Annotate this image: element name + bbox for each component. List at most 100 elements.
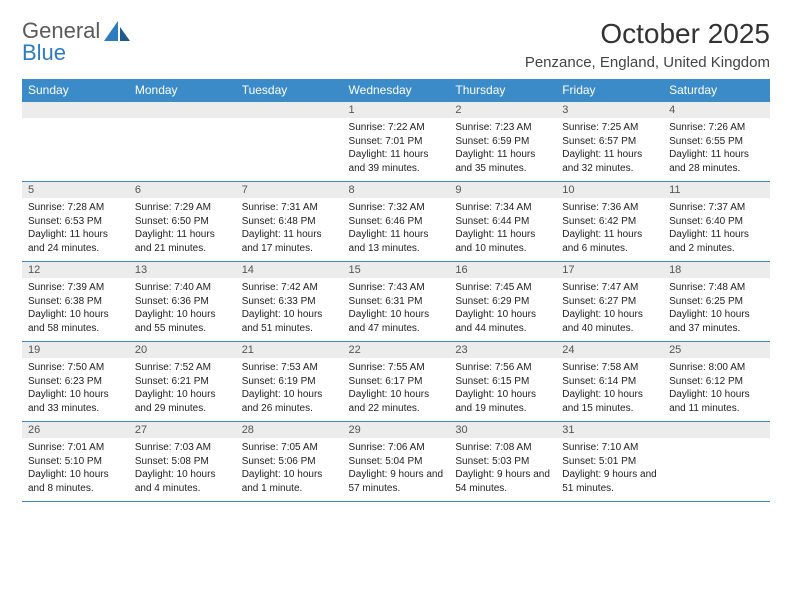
day-body-empty (236, 118, 343, 176)
day-body: Sunrise: 7:34 AMSunset: 6:44 PMDaylight:… (449, 198, 556, 261)
sunset-line: Sunset: 6:40 PM (669, 216, 743, 227)
day-body: Sunrise: 7:06 AMSunset: 5:04 PMDaylight:… (343, 438, 450, 501)
weekday-header: Thursday (449, 79, 556, 102)
sunset-line: Sunset: 6:36 PM (135, 296, 209, 307)
day-body: Sunrise: 8:00 AMSunset: 6:12 PMDaylight:… (663, 358, 770, 421)
calendar-day-cell: 11Sunrise: 7:37 AMSunset: 6:40 PMDayligh… (663, 182, 770, 262)
sunset-line: Sunset: 6:38 PM (28, 296, 102, 307)
daylight-line: Daylight: 10 hours and 29 minutes. (135, 389, 216, 414)
daylight-line: Daylight: 11 hours and 32 minutes. (562, 149, 642, 174)
sunset-line: Sunset: 6:59 PM (455, 136, 529, 147)
weekday-header: Sunday (22, 79, 129, 102)
calendar-day-cell: 4Sunrise: 7:26 AMSunset: 6:55 PMDaylight… (663, 102, 770, 182)
day-number: 15 (343, 262, 450, 278)
daylight-line: Daylight: 10 hours and 15 minutes. (562, 389, 643, 414)
day-body: Sunrise: 7:40 AMSunset: 6:36 PMDaylight:… (129, 278, 236, 341)
sunset-line: Sunset: 5:03 PM (455, 456, 529, 467)
sunrise-line: Sunrise: 7:03 AM (135, 442, 211, 453)
sunrise-line: Sunrise: 7:31 AM (242, 202, 318, 213)
daylight-line: Daylight: 10 hours and 33 minutes. (28, 389, 109, 414)
calendar-day-cell (129, 102, 236, 182)
sunset-line: Sunset: 6:19 PM (242, 376, 316, 387)
day-body: Sunrise: 7:45 AMSunset: 6:29 PMDaylight:… (449, 278, 556, 341)
calendar-day-cell: 17Sunrise: 7:47 AMSunset: 6:27 PMDayligh… (556, 262, 663, 342)
sunset-line: Sunset: 6:15 PM (455, 376, 529, 387)
sunset-line: Sunset: 6:44 PM (455, 216, 529, 227)
calendar-day-cell: 30Sunrise: 7:08 AMSunset: 5:03 PMDayligh… (449, 422, 556, 502)
calendar-day-cell: 21Sunrise: 7:53 AMSunset: 6:19 PMDayligh… (236, 342, 343, 422)
sunrise-line: Sunrise: 8:00 AM (669, 362, 745, 373)
daylight-line: Daylight: 9 hours and 57 minutes. (349, 469, 444, 494)
day-number: 7 (236, 182, 343, 198)
day-number: 28 (236, 422, 343, 438)
day-body: Sunrise: 7:08 AMSunset: 5:03 PMDaylight:… (449, 438, 556, 501)
sunset-line: Sunset: 6:57 PM (562, 136, 636, 147)
calendar-day-cell: 20Sunrise: 7:52 AMSunset: 6:21 PMDayligh… (129, 342, 236, 422)
sunrise-line: Sunrise: 7:36 AM (562, 202, 638, 213)
calendar-day-cell: 31Sunrise: 7:10 AMSunset: 5:01 PMDayligh… (556, 422, 663, 502)
sunset-line: Sunset: 6:42 PM (562, 216, 636, 227)
daylight-line: Daylight: 10 hours and 58 minutes. (28, 309, 109, 334)
day-number: 26 (22, 422, 129, 438)
calendar-day-cell: 5Sunrise: 7:28 AMSunset: 6:53 PMDaylight… (22, 182, 129, 262)
daylight-line: Daylight: 10 hours and 1 minute. (242, 469, 323, 494)
weekday-header: Monday (129, 79, 236, 102)
sunset-line: Sunset: 6:55 PM (669, 136, 743, 147)
day-number-empty (663, 422, 770, 438)
daylight-line: Daylight: 10 hours and 44 minutes. (455, 309, 536, 334)
calendar-week-row: 26Sunrise: 7:01 AMSunset: 5:10 PMDayligh… (22, 422, 770, 502)
sunset-line: Sunset: 6:50 PM (135, 216, 209, 227)
day-number: 9 (449, 182, 556, 198)
sunset-line: Sunset: 7:01 PM (349, 136, 423, 147)
day-body: Sunrise: 7:10 AMSunset: 5:01 PMDaylight:… (556, 438, 663, 501)
day-body: Sunrise: 7:53 AMSunset: 6:19 PMDaylight:… (236, 358, 343, 421)
day-number: 19 (22, 342, 129, 358)
calendar-day-cell: 23Sunrise: 7:56 AMSunset: 6:15 PMDayligh… (449, 342, 556, 422)
day-number: 10 (556, 182, 663, 198)
day-body: Sunrise: 7:23 AMSunset: 6:59 PMDaylight:… (449, 118, 556, 181)
day-body: Sunrise: 7:29 AMSunset: 6:50 PMDaylight:… (129, 198, 236, 261)
sunset-line: Sunset: 6:14 PM (562, 376, 636, 387)
day-number: 27 (129, 422, 236, 438)
daylight-line: Daylight: 10 hours and 47 minutes. (349, 309, 430, 334)
daylight-line: Daylight: 10 hours and 40 minutes. (562, 309, 643, 334)
calendar-day-cell: 27Sunrise: 7:03 AMSunset: 5:08 PMDayligh… (129, 422, 236, 502)
sunrise-line: Sunrise: 7:40 AM (135, 282, 211, 293)
day-number: 30 (449, 422, 556, 438)
day-number: 16 (449, 262, 556, 278)
calendar-day-cell: 9Sunrise: 7:34 AMSunset: 6:44 PMDaylight… (449, 182, 556, 262)
calendar-day-cell: 26Sunrise: 7:01 AMSunset: 5:10 PMDayligh… (22, 422, 129, 502)
daylight-line: Daylight: 10 hours and 26 minutes. (242, 389, 323, 414)
sunset-line: Sunset: 6:46 PM (349, 216, 423, 227)
sunrise-line: Sunrise: 7:39 AM (28, 282, 104, 293)
sunset-line: Sunset: 6:27 PM (562, 296, 636, 307)
sunrise-line: Sunrise: 7:26 AM (669, 122, 745, 133)
daylight-line: Daylight: 11 hours and 13 minutes. (349, 229, 429, 254)
calendar-day-cell: 25Sunrise: 8:00 AMSunset: 6:12 PMDayligh… (663, 342, 770, 422)
day-number: 1 (343, 102, 450, 118)
day-body: Sunrise: 7:50 AMSunset: 6:23 PMDaylight:… (22, 358, 129, 421)
day-number: 20 (129, 342, 236, 358)
day-number: 6 (129, 182, 236, 198)
day-number: 12 (22, 262, 129, 278)
sunrise-line: Sunrise: 7:56 AM (455, 362, 531, 373)
day-number: 17 (556, 262, 663, 278)
sunset-line: Sunset: 5:08 PM (135, 456, 209, 467)
sunset-line: Sunset: 5:06 PM (242, 456, 316, 467)
day-number-empty (22, 102, 129, 118)
day-body: Sunrise: 7:32 AMSunset: 6:46 PMDaylight:… (343, 198, 450, 261)
daylight-line: Daylight: 10 hours and 22 minutes. (349, 389, 430, 414)
day-number: 2 (449, 102, 556, 118)
daylight-line: Daylight: 10 hours and 11 minutes. (669, 389, 750, 414)
calendar-day-cell: 24Sunrise: 7:58 AMSunset: 6:14 PMDayligh… (556, 342, 663, 422)
day-number: 11 (663, 182, 770, 198)
calendar-day-cell: 13Sunrise: 7:40 AMSunset: 6:36 PMDayligh… (129, 262, 236, 342)
daylight-line: Daylight: 10 hours and 8 minutes. (28, 469, 109, 494)
calendar-day-cell: 22Sunrise: 7:55 AMSunset: 6:17 PMDayligh… (343, 342, 450, 422)
day-body: Sunrise: 7:01 AMSunset: 5:10 PMDaylight:… (22, 438, 129, 501)
sunrise-line: Sunrise: 7:50 AM (28, 362, 104, 373)
day-number: 29 (343, 422, 450, 438)
weekday-header: Wednesday (343, 79, 450, 102)
day-body: Sunrise: 7:55 AMSunset: 6:17 PMDaylight:… (343, 358, 450, 421)
sunset-line: Sunset: 6:25 PM (669, 296, 743, 307)
